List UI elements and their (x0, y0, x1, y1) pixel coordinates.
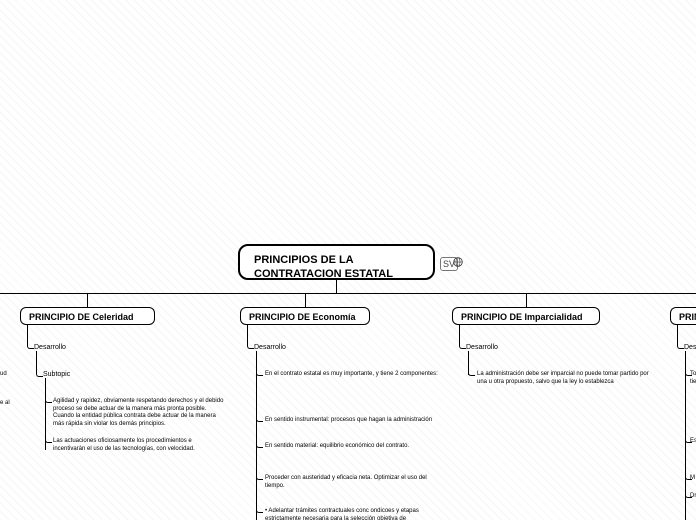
connector (526, 293, 527, 307)
desarrollo-label: Desarrollo (34, 344, 66, 351)
content-text: Proceder con austeridad y eficacia neta.… (265, 475, 440, 490)
desarrollo-label: Desarr (684, 344, 696, 351)
connector (305, 293, 306, 307)
content-text: Agilidad y rapidez, obviamente respetand… (53, 398, 225, 428)
root-node[interactable]: PRINCIPIOS DE LACONTRATACION ESTATAL (238, 244, 435, 280)
desarrollo-label: Desarrollo (466, 344, 498, 351)
branch-node-economia[interactable]: PRINCIPIO DE Economía (240, 307, 370, 325)
content-text: La administración debe ser imparcial no … (477, 371, 649, 386)
branch-node-otro[interactable]: PRINC (670, 307, 696, 325)
globe-icon (453, 257, 463, 267)
branch-node-imparcialidad[interactable]: PRINCIPIO DE Imparcialidad (452, 307, 600, 325)
content-text: Es ad tie (690, 438, 696, 446)
desarrollo-label: Desarrollo (254, 344, 286, 351)
branch-title: PRINCIPIO DE Imparcialidad (461, 312, 591, 322)
connector (336, 280, 337, 293)
content-text: e al (0, 400, 12, 408)
content-text: ud (0, 371, 12, 379)
content-text: En el contrato estatal es muy importante… (265, 371, 440, 379)
main-connector (0, 293, 696, 294)
connector (247, 342, 254, 349)
branch-title: PRINCIPIO DE Celeridad (29, 312, 146, 322)
content-text: Dr leg en los (690, 493, 696, 501)
connector (256, 441, 263, 448)
connector (256, 415, 263, 422)
content-text: • Adelantar trámites contractuales conc … (265, 508, 445, 520)
connector (459, 342, 466, 349)
connector (45, 396, 52, 403)
content-text: To y l la jur pu tie (690, 371, 696, 386)
connector (256, 369, 263, 376)
connector (468, 369, 475, 376)
connector (36, 370, 43, 377)
connector (27, 342, 34, 349)
branch-node-celeridad[interactable]: PRINCIPIO DE Celeridad (20, 307, 155, 325)
connector (45, 436, 52, 443)
subtopic-label: Subtopic (43, 371, 70, 378)
content-text: Las actuaciones oficiosamente los proced… (53, 438, 208, 453)
connector (256, 506, 263, 513)
connector (677, 342, 684, 349)
branch-title: PRINCIPIO DE Economía (249, 312, 361, 322)
connector (256, 351, 257, 520)
connector (256, 473, 263, 480)
content-text: M (690, 475, 696, 483)
root-title: PRINCIPIOS DE LACONTRATACION ESTATAL (254, 254, 419, 282)
connector (87, 293, 88, 307)
content-text: En sentido instrumental: procesos que ha… (265, 417, 445, 425)
branch-title: PRINC (679, 312, 696, 322)
content-text: En sentido material: equilibrio económic… (265, 443, 435, 451)
